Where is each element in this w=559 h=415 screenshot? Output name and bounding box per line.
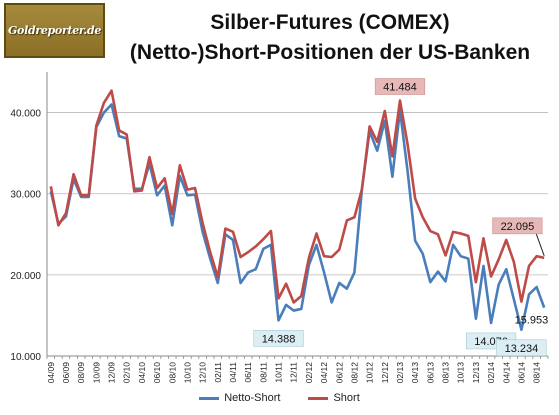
x-tick-label: 10/10 xyxy=(182,362,192,384)
annotation-box xyxy=(253,330,304,347)
annotation-label: 22.095 xyxy=(501,221,535,233)
x-tick-label: 04/12 xyxy=(319,362,329,384)
x-tick-label: 08/14 xyxy=(532,362,542,384)
x-tick-label: 02/13 xyxy=(395,362,405,384)
x-tick-label: 12/11 xyxy=(289,362,299,383)
annotation-box xyxy=(496,339,547,357)
x-tick-label: 06/12 xyxy=(334,362,344,384)
series-line-short xyxy=(49,89,545,304)
legend-label: Short xyxy=(333,392,360,404)
annotation-callout: 13.234 xyxy=(496,339,547,357)
x-tick-label: 02/10 xyxy=(122,362,132,384)
x-tick-label: 08/10 xyxy=(167,362,177,384)
x-tick-label: 12/12 xyxy=(380,362,390,384)
x-tick-label: 08/11 xyxy=(258,362,268,383)
x-tick-label: 06/09 xyxy=(61,362,71,384)
x-tick-label: 02/11 xyxy=(213,362,223,383)
legend-swatch xyxy=(308,396,329,400)
grid-lines xyxy=(47,112,548,276)
legend-item-netto-short: Netto-Short xyxy=(199,392,280,404)
x-tick-label: 06/11 xyxy=(243,362,253,383)
x-tick-label: 06/14 xyxy=(516,362,526,384)
x-tick-label: 12/09 xyxy=(107,362,117,384)
x-tick-label: 10/13 xyxy=(456,362,466,384)
y-tick-label: 30.000 xyxy=(10,190,41,201)
chart-title-block: Silber-Futures (COMEX) (Netto-)Short-Pos… xyxy=(110,8,550,68)
x-tick-label: 10/11 xyxy=(274,362,284,383)
x-tick-label: 04/14 xyxy=(501,362,511,384)
legend-swatch xyxy=(199,396,220,400)
x-tick-label: 02/14 xyxy=(486,362,496,384)
x-tick-label: 08/12 xyxy=(349,362,359,384)
chart-title: Silber-Futures (COMEX) xyxy=(210,11,450,34)
annotation-box xyxy=(374,78,426,95)
chart-subtitle: (Netto-)Short-Positionen der US-Banken xyxy=(129,41,531,64)
annotation-callout: 41.484 xyxy=(374,78,426,95)
x-tick-label: 04/10 xyxy=(137,362,147,384)
annotation-label: 15.953 xyxy=(515,315,549,327)
legend-label: Netto-Short xyxy=(224,392,281,404)
x-tick-label: 06/10 xyxy=(152,362,162,384)
annotation-pointer xyxy=(535,233,545,257)
x-tick-label: 02/12 xyxy=(304,362,314,384)
x-tick-label: 04/11 xyxy=(228,362,238,383)
x-tick-label: 10/09 xyxy=(91,362,101,384)
series-lines xyxy=(49,89,546,332)
x-tick-label: 06/13 xyxy=(425,362,435,384)
y-tick-label: 40.000 xyxy=(10,109,41,120)
legend-item-short: Short xyxy=(308,392,360,404)
x-tick-label: 12/13 xyxy=(471,362,481,384)
annotation-label: 13.234 xyxy=(505,343,539,355)
annotation-callout: 15.953 xyxy=(515,315,549,327)
axes xyxy=(46,72,549,359)
x-tick-label: 08/13 xyxy=(441,362,451,384)
logo-text: Goldreporter.de xyxy=(7,24,102,37)
annotation-label: 41.484 xyxy=(383,82,417,94)
x-tick-label: 12/10 xyxy=(198,362,208,384)
annotation-callout: 14.388 xyxy=(253,330,304,347)
annotation-callout: 22.095 xyxy=(492,217,545,257)
y-tick-label: 10.000 xyxy=(10,352,41,363)
y-tick-label: 20.000 xyxy=(10,271,41,282)
x-tick-label: 04/13 xyxy=(410,362,420,384)
x-tick-label: 10/12 xyxy=(365,362,375,384)
goldreporter-logo: Goldreporter.de xyxy=(4,3,105,58)
annotation-label: 14.388 xyxy=(262,333,296,345)
x-tick-labels: 04/09 06/09 08/09 10/09 12/09 02/10 04/10 06/10… xyxy=(46,362,542,384)
chart-legend: Netto-Short Short xyxy=(0,392,559,404)
annotation-box xyxy=(492,217,543,235)
y-tick-labels: 10.000 20.000 30.000 40.000 xyxy=(10,109,41,363)
series-line-netto-short xyxy=(49,103,546,332)
x-tick-label: 04/09 xyxy=(46,362,56,384)
x-tick-label: 08/09 xyxy=(76,362,86,384)
